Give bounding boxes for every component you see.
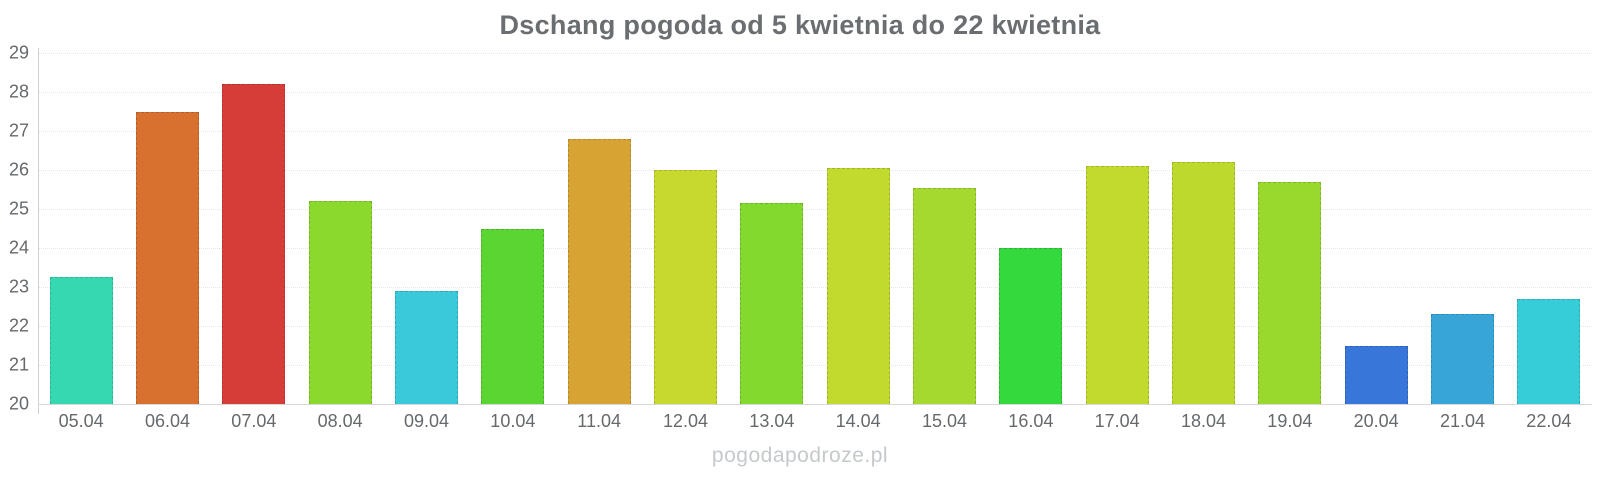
x-tick-label-21.04: 21.04 xyxy=(1439,411,1486,431)
bar-15.04[interactable] xyxy=(913,187,976,404)
bar-09.04[interactable] xyxy=(395,290,458,404)
bar-10.04[interactable] xyxy=(481,228,545,404)
x-tick-label-17.04: 17.04 xyxy=(1094,411,1140,431)
bar-18.04[interactable] xyxy=(1172,162,1235,404)
y-tick-label-20: 20 xyxy=(8,393,29,414)
gridline-y-28 xyxy=(38,92,1592,93)
x-tick-label-09.04: 09.04 xyxy=(403,411,450,431)
x-tick-label-10.04: 10.04 xyxy=(490,411,536,431)
gridline-y-23 xyxy=(38,287,1592,288)
gridline-y-26 xyxy=(38,170,1592,171)
bar-21.04[interactable] xyxy=(1431,314,1494,404)
y-tick-label-28: 28 xyxy=(8,81,29,102)
gridline-y-29 xyxy=(38,53,1592,54)
bar-14.04[interactable] xyxy=(826,168,890,404)
x-tick-label-22.04: 22.04 xyxy=(1526,411,1572,431)
bar-11.04[interactable] xyxy=(567,138,631,404)
x-tick-label-12.04: 12.04 xyxy=(662,411,709,431)
bar-19.04[interactable] xyxy=(1258,181,1322,404)
x-tick-label-05.04: 05.04 xyxy=(58,411,104,431)
bar-08.04[interactable] xyxy=(308,201,372,404)
y-tick-label-27: 27 xyxy=(8,120,29,141)
y-tick-label-23: 23 xyxy=(8,276,29,297)
y-tick-label-29: 29 xyxy=(8,42,29,63)
x-tick-label-13.04: 13.04 xyxy=(749,411,795,431)
x-tick-label-16.04: 16.04 xyxy=(1008,411,1054,431)
bar-13.04[interactable] xyxy=(740,203,804,404)
x-tick-label-11.04: 11.04 xyxy=(577,411,622,431)
y-axis-line xyxy=(38,48,39,414)
bar-05.04[interactable] xyxy=(49,277,113,404)
gridline-y-25 xyxy=(38,209,1592,210)
y-tick-label-22: 22 xyxy=(8,315,29,336)
x-tick-label-08.04: 08.04 xyxy=(317,411,363,431)
bar-17.04[interactable] xyxy=(1085,166,1149,404)
x-tick-label-14.04: 14.04 xyxy=(835,411,881,431)
x-tick-label-20.04: 20.04 xyxy=(1353,411,1399,431)
bar-12.04[interactable] xyxy=(654,170,717,404)
chart-title: Dschang pogoda od 5 kwietnia do 22 kwiet… xyxy=(499,10,1101,40)
gridline-y-27 xyxy=(38,131,1592,132)
bar-16.04[interactable] xyxy=(999,248,1063,404)
watermark-text: pogodapodroze.pl xyxy=(711,444,889,467)
bar-07.04[interactable] xyxy=(222,84,286,404)
bar-06.04[interactable] xyxy=(136,111,199,404)
x-tick-label-06.04: 06.04 xyxy=(144,411,191,431)
y-tick-label-21: 21 xyxy=(8,354,29,375)
gridline-y-22 xyxy=(38,326,1592,327)
bar-22.04[interactable] xyxy=(1517,298,1581,404)
y-tick-label-25: 25 xyxy=(8,198,29,219)
x-tick-label-07.04: 07.04 xyxy=(231,411,277,431)
gridline-y-21 xyxy=(38,365,1592,366)
bar-20.04[interactable] xyxy=(1344,345,1408,404)
y-tick-label-24: 24 xyxy=(8,237,29,258)
x-tick-label-15.04: 15.04 xyxy=(921,411,968,431)
x-axis-line xyxy=(38,404,1592,405)
x-tick-label-18.04: 18.04 xyxy=(1180,411,1227,431)
x-tick-label-19.04: 19.04 xyxy=(1267,411,1313,431)
y-tick-label-26: 26 xyxy=(8,159,29,180)
gridline-y-24 xyxy=(38,248,1592,249)
